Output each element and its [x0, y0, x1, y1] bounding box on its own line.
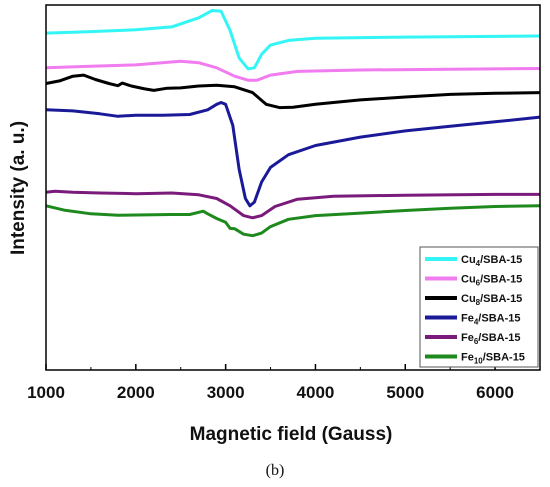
series-line-5: [45, 189, 540, 220]
x-tick-label-4000: 4000: [297, 383, 335, 402]
legend-label-3: Cu8/SBA-15: [461, 293, 522, 307]
plot-frame: [45, 4, 541, 371]
series-line-3: [45, 73, 541, 110]
legend-label-2: Cu6/SBA-15: [461, 274, 522, 288]
series-line-6: [45, 204, 541, 238]
x-axis: 1000 2000 3000 4000 5000 6000: [27, 364, 514, 402]
series-line-4: [45, 101, 541, 208]
x-tick-label-5000: 5000: [386, 383, 424, 402]
x-tick-label-2000: 2000: [117, 383, 155, 402]
y-axis-title: Intensity (a. u.): [8, 121, 29, 255]
x-axis-title: Magnetic field (Gauss): [190, 424, 393, 445]
legend: Cu4/SBA-15 Cu6/SBA-15 Cu8/SBA-15 Fe4/SBA-15…: [419, 246, 539, 368]
legend-label-1: Cu4/SBA-15: [461, 254, 522, 268]
x-tick-label-6000: 6000: [476, 383, 514, 402]
figure-caption: (b): [265, 462, 285, 479]
x-tick-label-1000: 1000: [27, 383, 65, 402]
legend-label-6: Fe10/SBA-15: [461, 352, 525, 366]
legend-label-4: Fe4/SBA-15: [461, 313, 520, 327]
x-tick-label-3000: 3000: [207, 383, 245, 402]
legend-label-5: Fe6/SBA-15: [461, 332, 520, 346]
plot-area: [45, 9, 541, 238]
series-line-1: [45, 9, 541, 71]
legend-box: [419, 246, 539, 368]
series-line-2: [45, 59, 541, 82]
